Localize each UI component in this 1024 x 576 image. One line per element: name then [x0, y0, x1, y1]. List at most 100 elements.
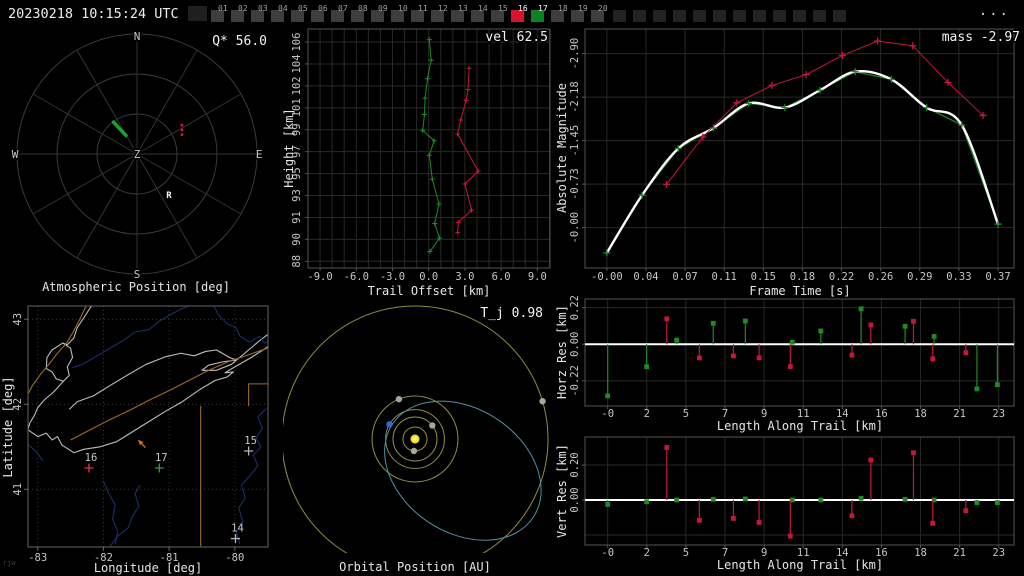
data-point-cross: [462, 181, 468, 187]
svg-text:-82: -82: [94, 552, 113, 564]
planet-mercury: [410, 447, 418, 455]
station-number: 16: [518, 4, 528, 13]
sun-core: [413, 437, 417, 441]
residual-point: [974, 386, 980, 392]
station-slot-11[interactable]: 11: [411, 4, 428, 22]
station-slot-01[interactable]: 01: [211, 4, 228, 22]
map-river-line: [72, 306, 190, 369]
x-tick-label: -6.0: [344, 271, 369, 283]
residual-point: [710, 320, 716, 326]
residual-point: [789, 497, 795, 503]
station-slot-17[interactable]: 17: [531, 4, 548, 22]
x-tick-label: 2: [644, 547, 650, 559]
map-station-17[interactable]: 17: [154, 452, 168, 473]
data-point-cross: [958, 121, 966, 129]
data-point-cross: [663, 180, 671, 188]
station-number: 18: [558, 4, 568, 13]
station-slot-08[interactable]: 08: [351, 4, 368, 22]
x-tick-label: 18: [914, 547, 927, 559]
map-border-line: [28, 306, 87, 395]
axis-ticks: -0.00 0.04 0.07 0.11 0.15 0.18 0.22 0.26 0.29 0.3…: [569, 38, 1011, 283]
camera-slot-empty[interactable]: [673, 10, 686, 22]
station-strip[interactable]: 01 02 03 04 05 06 07 08 09 10 11 12 13 14 15 16 17 18 19 20: [188, 4, 846, 22]
ground-map-panel: 14 15 16 17 -83 -82 -81 -80 41 42 43 Longitude [de…: [1, 305, 269, 575]
station-slot-04[interactable]: 04: [271, 4, 288, 22]
station-slot-02[interactable]: 02: [231, 4, 248, 22]
station-box: [251, 10, 264, 22]
overflow-menu[interactable]: ...: [979, 3, 1010, 19]
camera-slot-empty[interactable]: [773, 10, 786, 22]
station-slot-06[interactable]: 06: [311, 4, 328, 22]
station-slot-10[interactable]: 10: [391, 4, 408, 22]
station-box: [511, 10, 524, 22]
station-slot-07[interactable]: 07: [331, 4, 348, 22]
axis-ticks: -0 2 5 7 9 11 14 16 18 21 23 0.00 0.20: [569, 452, 1005, 559]
camera-slot-empty[interactable]: [733, 10, 746, 22]
residual-point: [994, 382, 1000, 388]
stems-station-16-red: [664, 316, 969, 369]
map-station-16[interactable]: 16: [84, 452, 97, 473]
top-bar: 20230218 10:15:24 UTC 01 02 03 04 05 06 07 08 09…: [8, 3, 1010, 22]
planet-mars: [395, 395, 403, 403]
station-slot-13[interactable]: 13: [451, 4, 468, 22]
y-tick-label: 95: [291, 167, 303, 180]
map-river-line: [102, 480, 119, 545]
markers-station-17-green: [603, 68, 1002, 257]
x-tick-label: 0.11: [712, 271, 737, 283]
camera-slot-empty[interactable]: [813, 10, 826, 22]
station-slot-20[interactable]: 20: [591, 4, 608, 22]
station-slot-19[interactable]: 19: [571, 4, 588, 22]
y-tick-label: 0.00: [569, 487, 581, 512]
data-point-cross: [887, 75, 895, 83]
camera-slot-empty[interactable]: [613, 10, 626, 22]
camera-slot-empty[interactable]: [793, 10, 806, 22]
station-slot-05[interactable]: 05: [291, 4, 308, 22]
station-slot-03[interactable]: 03: [251, 4, 268, 22]
camera-slot-empty[interactable]: [653, 10, 666, 22]
camera-slot-blank[interactable]: [188, 6, 207, 21]
residual-point: [696, 517, 702, 523]
data-point-cross: [432, 221, 438, 227]
camera-slot-empty[interactable]: [833, 10, 846, 22]
data-point-cross: [745, 99, 753, 107]
data-point-cross: [733, 99, 741, 107]
horz-res-ylabel: Horz Res [km]: [555, 305, 569, 399]
station-slot-15[interactable]: 15: [491, 4, 508, 22]
camera-slot-empty[interactable]: [753, 10, 766, 22]
map-river-line: [213, 306, 268, 344]
camera-slot-empty[interactable]: [633, 10, 646, 22]
data-point-cross: [429, 176, 435, 182]
x-tick-label: 0.22: [829, 271, 854, 283]
data-point-cross: [424, 76, 430, 82]
station-number: 09: [378, 4, 388, 13]
map-features: [28, 306, 268, 547]
map-station-14[interactable]: 14: [230, 523, 244, 544]
camera-slot-empty[interactable]: [713, 10, 726, 22]
map-river-line: [109, 484, 141, 547]
station-slot-09[interactable]: 09: [371, 4, 388, 22]
map-station-15[interactable]: 15: [244, 435, 257, 456]
x-tick-label: 7: [722, 408, 728, 420]
x-tick-label: 21: [953, 408, 966, 420]
x-tick-label: 0.07: [672, 271, 697, 283]
map-coast-line: [28, 345, 268, 454]
station-slot-16[interactable]: 16: [511, 4, 528, 22]
y-tick-label: 102: [291, 76, 303, 95]
horz-res-plot: -0 2 5 7 9 11 14 16 18 21 23 -0.22 0.00 0.22: [569, 295, 1015, 420]
trail-offset-plot: -9.0 -6.0 -3.0 0.0 3.0 6.0 9.0 88 90 91 93 95 97 99 10…: [291, 28, 551, 283]
station-box: [531, 10, 544, 22]
residual-point: [868, 322, 874, 328]
data-point-cross: [979, 111, 987, 119]
station-slot-14[interactable]: 14: [471, 4, 488, 22]
station-box: [391, 10, 404, 22]
station-slot-18[interactable]: 18: [551, 4, 568, 22]
camera-slot-empty[interactable]: [693, 10, 706, 22]
x-tick-label: 16: [875, 547, 888, 559]
data-point-cross: [465, 87, 471, 93]
station-number: 03: [258, 4, 268, 13]
station-slot-12[interactable]: 12: [431, 4, 448, 22]
station-box: [291, 10, 304, 22]
x-tick-label: 5: [683, 547, 689, 559]
residual-point: [818, 328, 824, 334]
